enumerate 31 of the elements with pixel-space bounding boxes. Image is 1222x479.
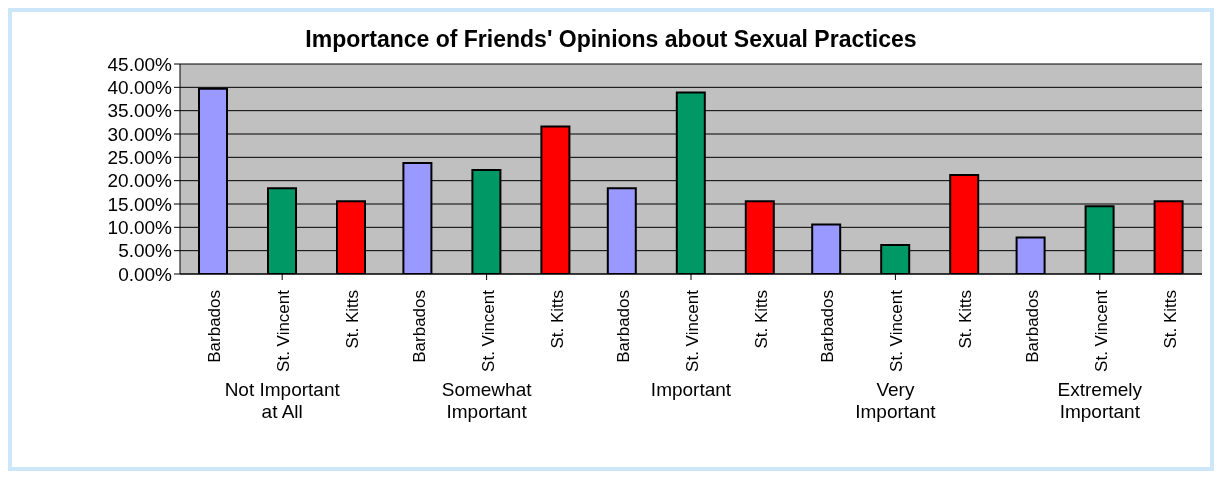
text: St. Vincent [683, 290, 702, 372]
text: St. Vincent [887, 290, 907, 372]
y-tick-label: 35.00% [107, 100, 173, 122]
y-tick-label: 30.00% [107, 123, 173, 145]
x-tick-label: Very Important [855, 379, 937, 422]
y-tick-label: 10.00% [107, 217, 173, 239]
y-tick-label: 5.00% [118, 240, 173, 262]
text: Barbados [409, 290, 429, 363]
y-tick-label: 0.00% [118, 263, 173, 285]
text: Barbados [818, 290, 838, 363]
text: St. Kitts [1160, 290, 1180, 349]
text: St. Kitts [956, 290, 976, 349]
x-tick-label: Important [650, 379, 732, 400]
text: St. Kitts [547, 290, 567, 349]
text: Barbados [205, 290, 225, 363]
x-tick-label: Extremely Important [1057, 379, 1143, 422]
text: St. Vincent [478, 290, 498, 372]
y-tick-label: 15.00% [107, 193, 173, 215]
y-tick-label: 20.00% [107, 170, 173, 192]
text: St. Vincent [1091, 290, 1111, 372]
text: St. Kitts [752, 290, 771, 349]
y-tick-label: 45.00% [107, 53, 173, 75]
text: Barbados [1022, 290, 1042, 363]
y-tick-label: 25.00% [107, 147, 173, 169]
y-tick-label: 40.00% [107, 77, 173, 99]
legend-label: St. Vincent [274, 289, 294, 372]
text: Barbados [614, 290, 633, 363]
text: St. Kitts [343, 290, 363, 349]
x-tick-label: Not Important at All [224, 379, 341, 422]
chart-title: Importance of Friends' Opinions about Sexual Practices [304, 25, 918, 54]
x-tick-label: Somewhat Important [441, 379, 533, 422]
